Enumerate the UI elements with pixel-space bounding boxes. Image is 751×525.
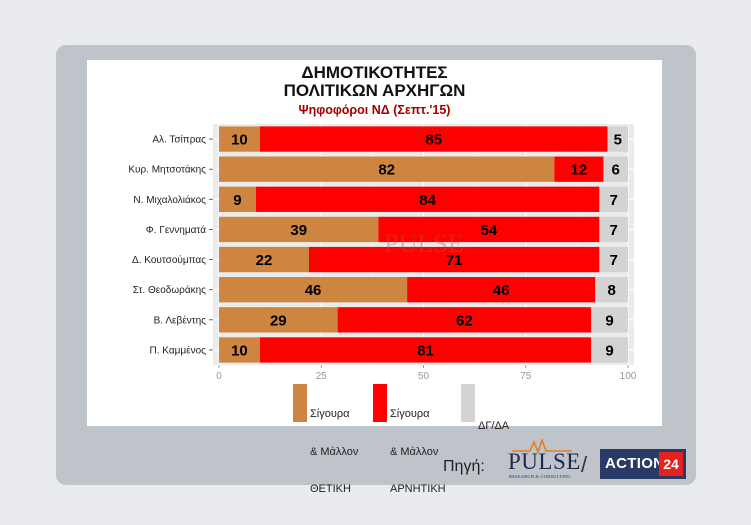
legend-label: & Μάλλον	[310, 445, 359, 458]
bar-segment	[219, 246, 309, 273]
bar-segment	[219, 186, 256, 212]
chart-title-line-2: ΠΟΛΙΤΙΚΩΝ ΑΡΧΗΓΩΝ	[283, 81, 466, 100]
y-axis-labels: Αλ. Τσίπρας Κυρ. Μητσοτάκης Ν. Μιχαλολιάκο…	[128, 134, 213, 356]
data-label: 84	[419, 192, 436, 209]
data-label: 71	[446, 252, 463, 269]
watermark-text: PULSE	[384, 229, 463, 258]
bar-segment	[591, 307, 628, 333]
y-tick-label: Αλ. Τσίπρας	[152, 134, 206, 146]
bar-segment	[219, 277, 408, 303]
y-tick-label: Κυρ. Μητσοτάκης	[128, 164, 206, 176]
legend-label: & Μάλλον	[390, 445, 439, 458]
x-tick-label: 25	[316, 371, 328, 382]
data-label: 85	[425, 132, 442, 149]
bar-segment	[554, 156, 604, 182]
x-tick-label: 0	[216, 371, 222, 382]
bar-segment	[259, 126, 608, 152]
x-axis-labels: 0 25 50 75 100	[216, 365, 637, 382]
bar-segment	[219, 156, 555, 182]
legend-swatch-undecided	[461, 384, 475, 422]
y-tick-label: Β. Λεβέντης	[154, 314, 207, 326]
bar-segment	[219, 307, 338, 333]
y-tick-label: Φ. Γεννηματά	[146, 224, 206, 236]
legend-swatch-negative	[373, 384, 387, 422]
pulse-heartbeat-icon	[512, 439, 572, 453]
bar-group: 10 85 5 82 12 6 9 84 7 39 54 7 22 71 7 46 46 8 29 62 9 10 81 9	[219, 126, 628, 363]
bar-segment	[599, 216, 628, 243]
bar-segment	[308, 246, 600, 273]
data-label: 9	[233, 192, 241, 209]
data-label: 46	[305, 282, 322, 299]
bar-segment	[603, 156, 628, 182]
bar-segment	[378, 216, 600, 243]
legend-label: ΑΡΝΗΤΙΚΗ	[390, 483, 446, 495]
pulse-tagline: RESEARCH & CONSULTING	[509, 474, 571, 479]
source-label: Πηγή:	[443, 458, 485, 475]
bar-segment	[219, 126, 260, 152]
action-name: ACTION	[605, 455, 665, 472]
data-label: 10	[231, 132, 248, 149]
y-tick-label: Ν. Μιχαλολιάκος	[133, 194, 206, 206]
data-label: 7	[610, 222, 618, 239]
legend-label: Σίγουρα	[390, 408, 430, 420]
data-label: 6	[612, 162, 620, 179]
data-label: 5	[614, 132, 622, 149]
stacked-bar-chart: 10 85 582 12 69 84 739 54 722 71 746 46 829 62 910 81 9 …	[128, 124, 637, 382]
legend-label: ΘΕΤΙΚΗ	[310, 483, 351, 495]
data-label: 7	[610, 252, 618, 269]
bar-segment	[337, 307, 592, 333]
y-tick-label: Δ. Κουτσούμπας	[132, 254, 206, 266]
chart-panel: ΔΗΜΟΤΙΚΟΤΗΤΕΣ ΠΟΛΙΤΙΚΩΝ ΑΡΧΗΓΩΝ Ψηφοφόρο…	[87, 60, 662, 495]
data-label: 82	[378, 162, 395, 179]
bar-segment	[407, 277, 596, 303]
x-tick-label: 100	[620, 371, 637, 382]
source-separator: /	[581, 452, 588, 477]
bar-segment	[599, 246, 628, 273]
legend-label: Σίγουρα	[310, 408, 350, 420]
pulse-name: PULSE	[508, 449, 581, 474]
y-tick-label: Π. Καμμένος	[150, 344, 207, 356]
y-tick-label: Στ. Θεοδωράκης	[133, 284, 206, 296]
bar-segment	[595, 277, 628, 303]
data-label: 62	[456, 312, 473, 329]
bar-segment	[219, 337, 260, 363]
bar-segment	[591, 337, 628, 363]
data-label: 81	[417, 342, 434, 359]
data-label: 54	[481, 222, 498, 239]
data-label: 10	[231, 342, 248, 359]
data-label: 12	[571, 162, 588, 179]
x-tick-label: 75	[520, 371, 532, 382]
legend-swatch-positive	[293, 384, 307, 422]
data-label: 9	[605, 312, 613, 329]
x-tick-label: 50	[418, 371, 430, 382]
bar-segment	[255, 186, 600, 212]
data-label: 29	[270, 312, 287, 329]
legend-label: ΔΓ/ΔΑ	[478, 420, 510, 432]
bar-segment	[607, 126, 628, 152]
watermark: PULSE	[384, 229, 463, 258]
data-label: 9	[605, 342, 613, 359]
bar-segment	[259, 337, 592, 363]
data-label: 39	[290, 222, 307, 239]
action24-logo: ACTION 24	[600, 449, 686, 479]
data-label: 7	[610, 192, 618, 209]
action-number: 24	[659, 452, 683, 476]
pulse-logo: PULSE RESEARCH & CONSULTING	[508, 439, 581, 479]
chart-subtitle: Ψηφοφόροι ΝΔ (Σεπτ.'15)	[298, 103, 451, 117]
chart-title-line-1: ΔΗΜΟΤΙΚΟΤΗΤΕΣ	[301, 63, 448, 82]
bar-segment	[599, 186, 628, 212]
bar-segment	[219, 216, 379, 243]
data-label: 22	[256, 252, 273, 269]
data-label: 46	[493, 282, 510, 299]
data-label: 8	[607, 282, 615, 299]
